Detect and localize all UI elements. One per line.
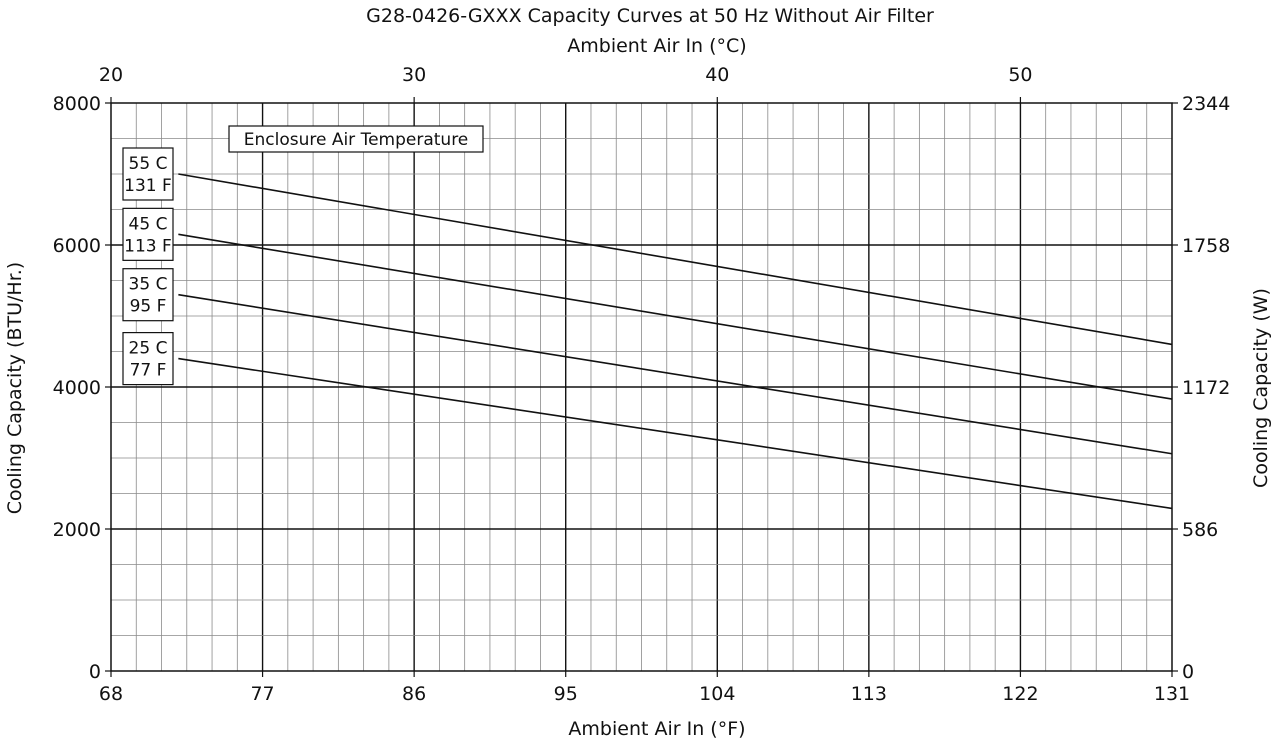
series-line [178,293,1173,455]
series-layer [178,173,1173,510]
series-line [178,173,1173,346]
x-axis-title: Ambient Air In (°F) [568,718,745,740]
x-tick-label: 68 [99,683,123,705]
y2-tick-label: 0 [1182,661,1194,683]
legend-title: Enclosure Air Temperature [244,130,469,150]
x-tick-label: 77 [250,683,274,705]
series-label: 25 C77 F [122,332,174,386]
legend-title-box: Enclosure Air Temperature [228,125,484,153]
y-tick-label: 2000 [53,519,101,541]
x2-tick-label: 50 [1008,64,1032,86]
x2-axis-title: Ambient Air In (°C) [567,35,746,57]
ticks-layer: 68 77 86 95 104 113 122 131 20 30 40 50 0 0 2000 586 400… [53,64,1231,705]
y-tick-label: 6000 [53,235,101,257]
series-label-text: 95 F [130,297,167,317]
y2-axis-title: Cooling Capacity (W) [1250,288,1272,488]
x-tick-label: 122 [1002,683,1038,705]
series-label-box [122,332,174,386]
series-label-text: 55 C [129,154,168,174]
series-label-text: 35 C [129,275,168,295]
y-tick-label: 4000 [53,377,101,399]
y-tick-label: 0 [89,661,101,683]
y-tick-label: 8000 [53,93,101,115]
x2-tick-label: 20 [99,64,123,86]
y2-tick-label: 1758 [1182,235,1230,257]
x-tick-label: 131 [1154,683,1190,705]
x-tick-label: 113 [851,683,887,705]
series-label-text: 45 C [129,214,168,234]
series-label-box [122,147,174,201]
series-label-text: 131 F [124,176,172,196]
x-tick-label: 95 [554,683,578,705]
series-line [178,233,1173,400]
grid [110,102,1173,672]
y-axis-title: Cooling Capacity (BTU/Hr.) [4,262,26,514]
series-line [178,357,1173,510]
x-tick-label: 86 [402,683,426,705]
x2-tick-label: 40 [705,64,729,86]
series-label-box [122,207,174,261]
series-label-text: 25 C [129,339,168,359]
y2-tick-label: 1172 [1182,377,1230,399]
y2-tick-label: 586 [1182,519,1218,541]
series-label: 35 C95 F [122,268,174,322]
series-label-box [122,268,174,322]
series-label-text: 77 F [130,361,167,381]
x-tick-label: 104 [699,683,735,705]
series-label-text: 113 F [124,236,172,256]
chart-title: G28-0426-GXXX Capacity Curves at 50 Hz W… [366,5,934,27]
legend-title-frame [228,125,484,153]
x2-tick-label: 30 [402,64,426,86]
y2-tick-label: 2344 [1182,93,1230,115]
